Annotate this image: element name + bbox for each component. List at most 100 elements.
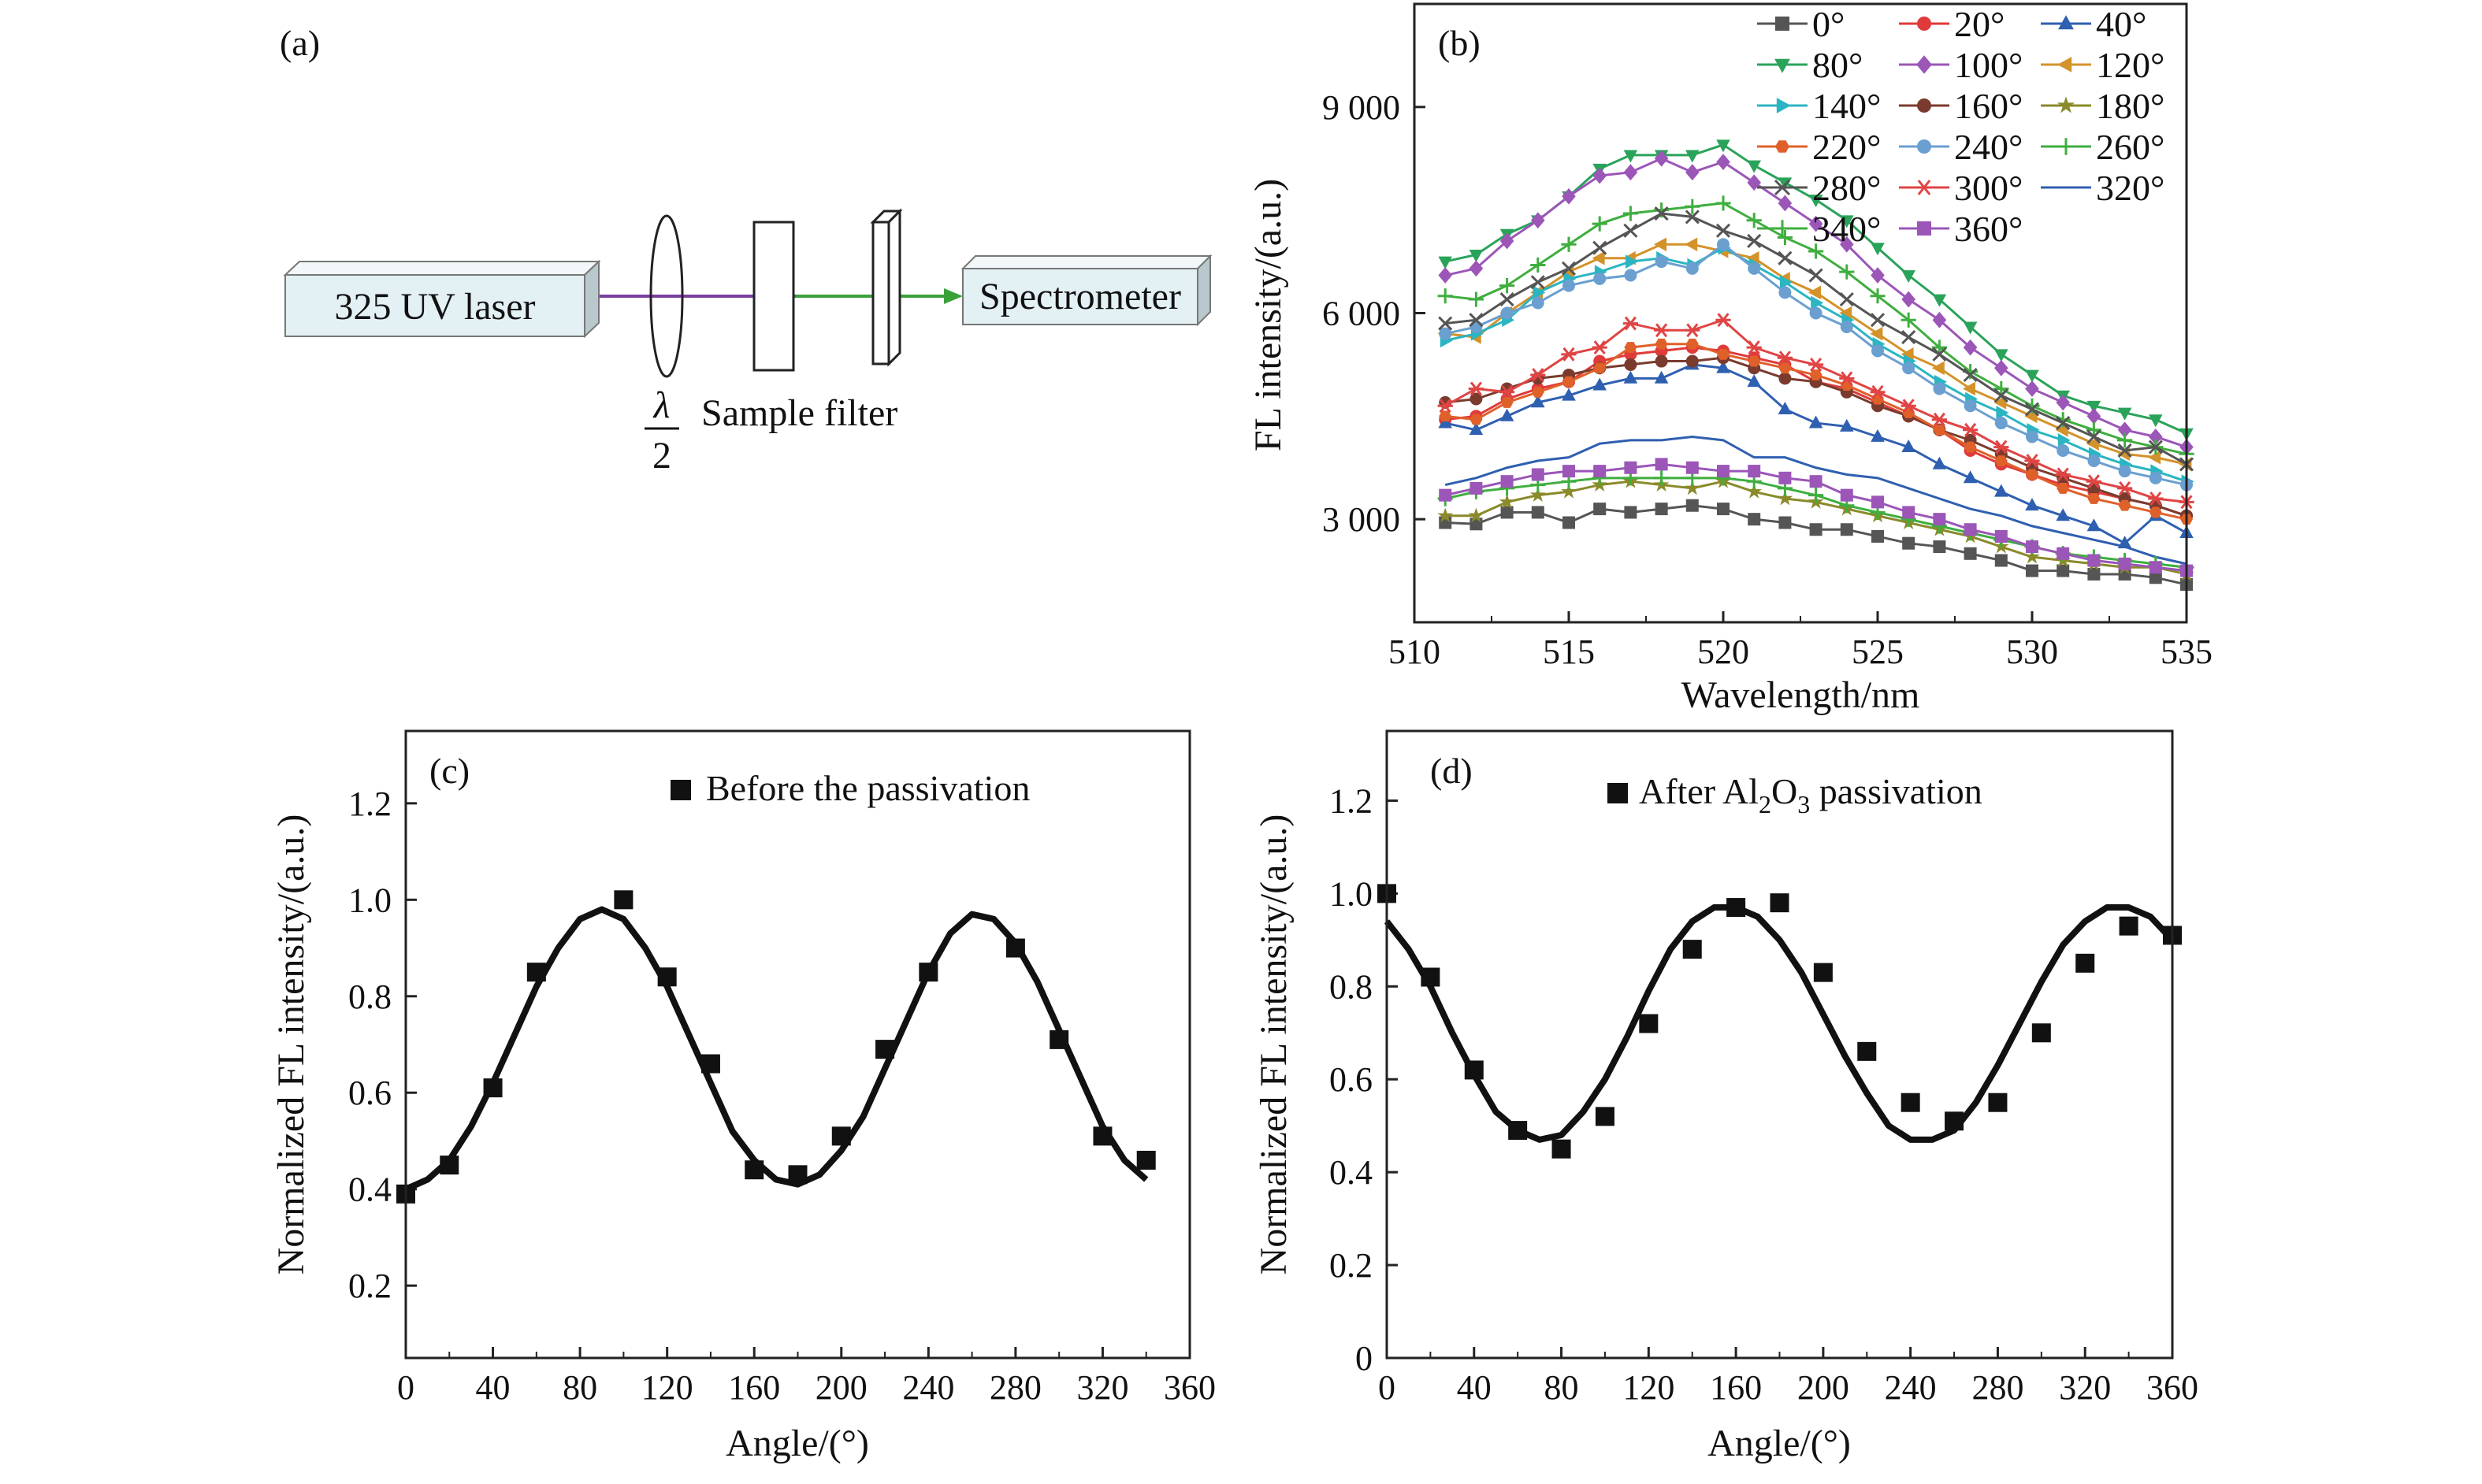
x-tick-label-c: 0 [397,1368,414,1407]
data-point-0° [1593,503,1607,516]
data-point-160° [1685,354,1699,368]
data-point-0° [1964,547,1977,560]
legend-label-260°: 260° [2096,127,2164,167]
legend-label-360°: 360° [1954,209,2023,249]
data-point-280° [1932,347,1947,362]
data-point-c [745,1160,764,1180]
data-point-100° [2056,394,2070,411]
data-point-360° [1964,523,1977,536]
data-point-40° [1963,470,1978,484]
x-tick-label-d: 0 [1378,1368,1395,1407]
x-tick-label-c: 200 [816,1368,868,1407]
legend-b: 0° 20° 40° 80° 100° 120° 140° 160° 180° 220° 240° 2… [1757,4,2164,249]
data-point-d [1682,940,1702,959]
series-line-120° [1445,243,2187,466]
x-tick-label-c: 120 [641,1368,693,1407]
data-point-120° [1654,237,1666,252]
data-point-d [1813,963,1833,982]
data-point-360° [2149,561,2162,574]
data-point-260° [1561,236,1577,252]
data-point-0° [1717,503,1730,516]
data-point-120° [1901,347,1914,362]
data-point-120° [1685,237,1698,252]
data-point-40° [1531,395,1545,408]
data-point-280° [1808,268,1823,283]
data-point-40° [1438,415,1452,429]
data-point-280° [2024,402,2040,417]
legend-label-340°: 340° [1812,209,1881,249]
data-point-220° [1933,424,1946,436]
data-point-240° [1748,262,1761,275]
data-point-100° [1901,291,1915,308]
data-point-d [1770,893,1789,913]
data-point-220° [1500,396,1514,408]
data-point-280° [1592,240,1607,255]
data-point-360° [1871,495,1884,509]
data-point-300° [2024,454,2040,468]
data-point-260° [1622,206,1638,221]
data-point-d [1639,1014,1659,1033]
data-point-360° [1778,471,1792,484]
data-point-280° [1839,291,1854,307]
data-point-360° [1748,465,1761,478]
legend-label-100°: 100° [1954,45,2023,85]
data-point-280° [1530,275,1545,290]
data-point-180° [1499,493,1515,509]
data-point-360° [1439,488,1452,502]
data-point-d [1464,1060,1484,1080]
y-tick-label-d: 1.2 [1329,781,1373,820]
x-tick-label-b: 535 [2161,633,2213,671]
data-point-d [1945,1111,1964,1131]
data-point-240° [1655,255,1668,269]
legend-marker-240° [1917,139,1931,154]
data-point-260° [1870,288,1886,304]
data-point-240° [1871,344,1884,358]
legend-marker-100° [1916,55,1932,74]
data-point-160° [1655,354,1668,368]
data-point-c [614,890,634,910]
data-point-360° [2026,540,2038,554]
y-tick-label-c: 0.6 [348,1074,392,1112]
data-point-220° [1531,386,1544,398]
data-point-120° [1870,326,1883,341]
data-point-100° [1531,212,1545,229]
data-point-300° [1685,323,1700,338]
data-point-100° [1438,267,1452,284]
data-point-280° [2086,429,2101,444]
sample [752,221,795,372]
data-point-80° [1716,139,1730,153]
legend-label-140°: 140° [1812,86,1881,126]
legend-label-180°: 180° [2096,86,2164,126]
data-point-140° [1533,285,1546,300]
data-point-300° [1963,422,1979,437]
data-point-d [2031,1023,2051,1043]
data-point-220° [1562,376,1575,388]
data-point-280° [1561,261,1577,276]
data-point-d [1421,967,1440,987]
data-point-0° [1809,523,1822,536]
data-point-240° [2057,443,2070,457]
x-tick-label-d: 80 [1544,1368,1579,1407]
data-point-0° [1500,506,1514,519]
data-point-0° [2087,567,2101,581]
panel-a: (a) 325 UV laser λ 2 Sample filter [280,23,1213,477]
data-point-0° [2149,571,2162,584]
data-point-260° [1715,195,1731,211]
data-point-120° [2148,450,2161,465]
data-point-100° [1562,187,1576,205]
data-point-360° [1994,529,2008,543]
series-line-320° [1444,435,2187,566]
data-point-c [875,1040,895,1059]
x-tick-label-c: 160 [728,1368,780,1407]
halfwave-denominator: 2 [652,435,671,477]
data-point-260° [1530,257,1546,273]
y-tick-label-c: 0.8 [348,978,392,1016]
data-point-140° [1811,295,1824,310]
data-point-220° [1994,455,2008,466]
plot-frame-b [1413,2,2188,624]
data-point-80° [1808,195,1823,208]
data-point-360° [1562,465,1575,478]
data-point-360° [1531,468,1544,481]
data-point-0° [2057,564,2070,577]
y-tick-label-b: 9 000 [1322,88,1400,127]
